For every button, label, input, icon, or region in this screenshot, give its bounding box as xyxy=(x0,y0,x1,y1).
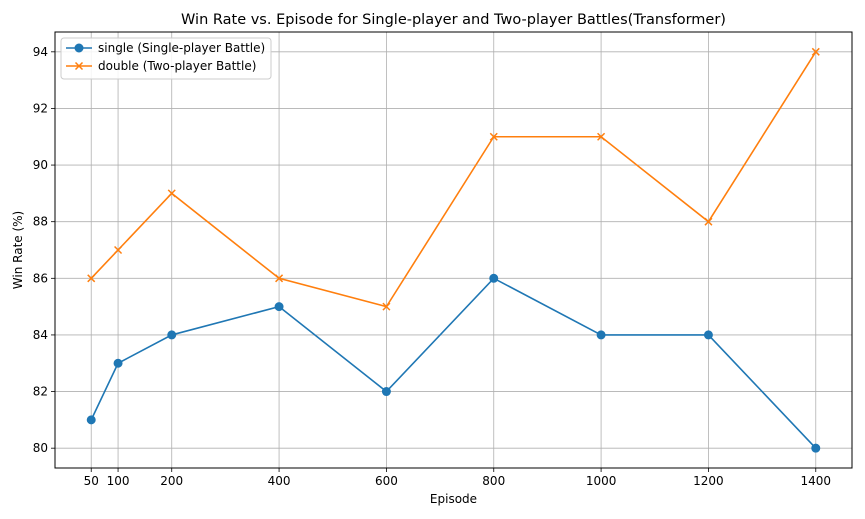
marker-stroke xyxy=(275,274,284,283)
data-point xyxy=(703,330,713,340)
series-layer xyxy=(86,47,821,453)
marker-stroke xyxy=(167,189,176,198)
x-axis-ticks: 50 100 200 400 600 800 1000 1200 1400 xyxy=(84,468,831,488)
marker-stroke xyxy=(704,217,713,226)
x-tick-label: 800 xyxy=(482,474,505,488)
y-tick-label: 88 xyxy=(33,215,48,229)
legend-item: double (Two-player Battle) xyxy=(66,59,256,73)
marker-stroke xyxy=(87,274,96,283)
legend-label: single (Single-player Battle) xyxy=(98,41,265,55)
data-point xyxy=(274,302,284,312)
data-point xyxy=(811,47,820,56)
x-axis-label: Episode xyxy=(430,492,477,506)
data-point xyxy=(597,132,606,141)
x-tick-label: 1200 xyxy=(693,474,724,488)
chart-title: Win Rate vs. Episode for Single-player a… xyxy=(181,12,726,28)
legend-label: double (Two-player Battle) xyxy=(98,59,256,73)
data-point xyxy=(114,245,123,255)
y-tick-label: 82 xyxy=(33,385,48,399)
data-point xyxy=(811,443,821,453)
y-tick-label: 94 xyxy=(33,45,48,59)
data-point xyxy=(381,387,391,397)
x-tick-label: 100 xyxy=(107,474,130,488)
x-tick-label: 200 xyxy=(160,474,183,488)
legend-box xyxy=(60,37,272,80)
legend-item: single (Single-player Battle) xyxy=(66,41,265,55)
marker-stroke xyxy=(74,61,84,71)
y-tick-label: 86 xyxy=(33,271,48,285)
data-point xyxy=(113,358,123,368)
data-point xyxy=(489,273,499,283)
y-axis-ticks: 80 82 84 86 88 90 92 94 xyxy=(33,45,55,455)
legend-marker xyxy=(74,43,84,53)
plot-frame xyxy=(54,31,853,469)
data-point xyxy=(87,274,96,283)
data-point xyxy=(86,415,96,425)
grid xyxy=(55,32,852,468)
x-tick-label: 50 xyxy=(84,474,99,488)
data-point xyxy=(167,189,176,198)
y-tick-label: 80 xyxy=(33,441,48,455)
x-tick-label: 1000 xyxy=(586,474,617,488)
y-tick-label: 90 xyxy=(33,158,48,172)
marker-stroke xyxy=(489,132,498,141)
data-point xyxy=(704,217,713,226)
legend-marker xyxy=(74,61,84,71)
marker-stroke xyxy=(597,132,606,141)
marker-stroke xyxy=(114,245,123,255)
x-tick-label: 600 xyxy=(375,474,398,488)
data-point xyxy=(489,132,498,141)
marker-stroke xyxy=(382,302,391,311)
y-axis-label: Win Rate (%) xyxy=(11,211,25,289)
legend: single (Single-player Battle) double (Two… xyxy=(60,37,272,80)
data-point xyxy=(382,302,391,311)
y-tick-label: 84 xyxy=(33,328,48,342)
marker-stroke xyxy=(811,47,820,56)
y-tick-label: 92 xyxy=(33,101,48,115)
series-single xyxy=(86,273,821,453)
data-point xyxy=(167,330,177,340)
data-point xyxy=(596,330,606,340)
x-tick-label: 400 xyxy=(268,474,291,488)
data-point xyxy=(275,274,284,283)
series-double xyxy=(87,47,820,311)
x-tick-label: 1400 xyxy=(800,474,831,488)
